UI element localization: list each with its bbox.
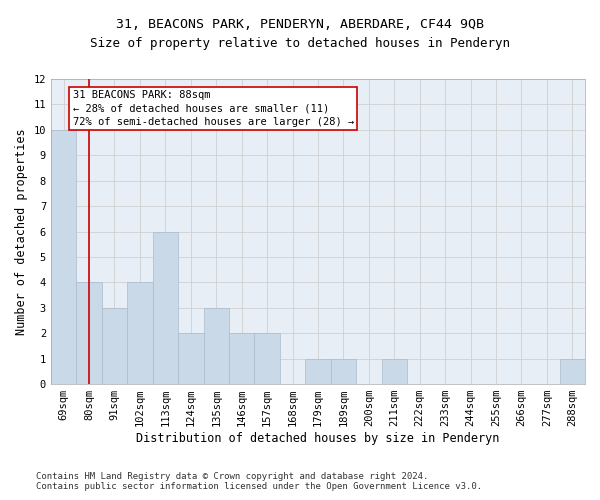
Bar: [102, 308, 127, 384]
Bar: [127, 282, 152, 384]
Bar: [203, 308, 229, 384]
X-axis label: Distribution of detached houses by size in Penderyn: Distribution of detached houses by size …: [136, 432, 500, 445]
Bar: [560, 358, 585, 384]
Text: 31, BEACONS PARK, PENDERYN, ABERDARE, CF44 9QB: 31, BEACONS PARK, PENDERYN, ABERDARE, CF…: [116, 18, 484, 30]
Text: Contains HM Land Registry data © Crown copyright and database right 2024.: Contains HM Land Registry data © Crown c…: [36, 472, 428, 481]
Bar: [229, 333, 254, 384]
Text: Contains public sector information licensed under the Open Government Licence v3: Contains public sector information licen…: [36, 482, 482, 491]
Bar: [51, 130, 76, 384]
Bar: [331, 358, 356, 384]
Text: 31 BEACONS PARK: 88sqm
← 28% of detached houses are smaller (11)
72% of semi-det: 31 BEACONS PARK: 88sqm ← 28% of detached…: [73, 90, 354, 127]
Y-axis label: Number of detached properties: Number of detached properties: [15, 128, 28, 335]
Bar: [152, 232, 178, 384]
Bar: [382, 358, 407, 384]
Bar: [178, 333, 203, 384]
Bar: [254, 333, 280, 384]
Bar: [76, 282, 102, 384]
Text: Size of property relative to detached houses in Penderyn: Size of property relative to detached ho…: [90, 38, 510, 51]
Bar: [305, 358, 331, 384]
